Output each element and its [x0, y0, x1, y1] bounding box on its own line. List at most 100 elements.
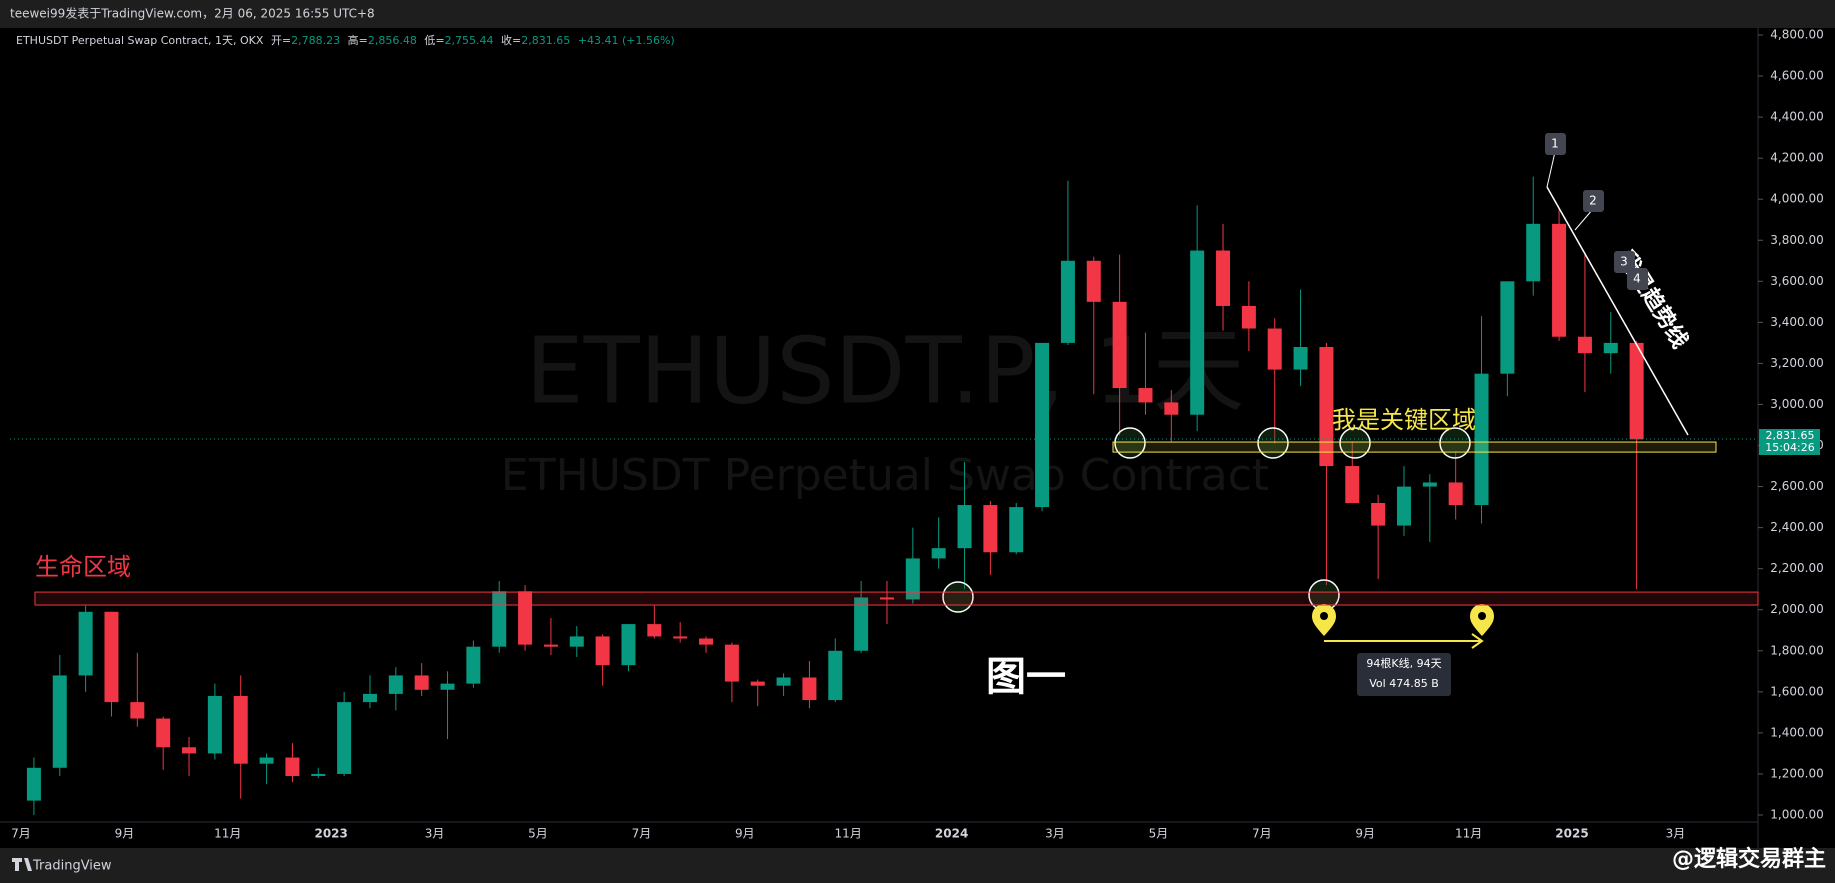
time-tick-label: 2024: [935, 827, 968, 841]
candle-body: [414, 675, 429, 690]
legend-high: 2,856.48: [368, 34, 417, 47]
legend-low-label: 低=: [424, 34, 444, 47]
candle-body: [1112, 301, 1127, 389]
range-pin-dot: [1478, 612, 1486, 620]
footer-bar: [0, 848, 1835, 883]
candle-body: [776, 677, 791, 686]
legend-change: +43.41 (+1.56%): [578, 34, 675, 47]
time-tick-label: 3月: [1666, 827, 1686, 841]
candle-body: [673, 636, 688, 639]
time-tick-label: 9月: [115, 827, 135, 841]
legend-text: ETHUSDT Perpetual Swap Contract, 1天, OKX…: [16, 33, 675, 47]
point-box: [1614, 251, 1635, 273]
time-tick-label: 7月: [632, 827, 652, 841]
range-bars: 94根K线, 94天: [1366, 656, 1441, 670]
point-box: [1545, 133, 1566, 155]
candle-body: [26, 767, 41, 801]
range-tooltip: [1357, 653, 1451, 696]
legend-symbol: ETHUSDT Perpetual Swap Contract, 1天, OKX: [16, 34, 264, 47]
price-tick-label: 1,000.00: [1770, 808, 1823, 822]
candle-body: [130, 702, 145, 719]
touch-circle: [1114, 427, 1146, 459]
candle-body: [595, 636, 610, 666]
drawings: 我是趋势线 1 2 3 4 图一 94根K线, 94天 Vol 474.85 B…: [34, 133, 1759, 700]
time-tick-label: 5月: [528, 827, 548, 841]
price-tick-label: 2,400.00: [1770, 520, 1823, 534]
price-tick-label: 1,400.00: [1770, 725, 1823, 739]
candle-body: [1241, 305, 1256, 329]
candle-body: [1009, 507, 1024, 553]
candle-body: [207, 695, 222, 754]
candle-body: [388, 675, 403, 694]
header-text: teewei99发表于TradingView.com，2月 06, 2025 1…: [10, 6, 375, 21]
price-tick-label: 1,600.00: [1770, 684, 1823, 698]
point-label: 3: [1620, 255, 1628, 269]
candles: [26, 176, 1644, 815]
candle-body: [1603, 342, 1618, 354]
candle-body: [1552, 223, 1567, 337]
footer-brand: TradingView: [32, 859, 112, 874]
range-volume: Vol 474.85 B: [1369, 677, 1439, 690]
time-tick-label: 7月: [11, 827, 31, 841]
legend-high-label: 高=: [348, 33, 368, 47]
candle-body: [647, 624, 662, 637]
figure-label: 图一: [986, 654, 1066, 700]
candle-body: [931, 548, 946, 559]
candle-body: [1216, 250, 1231, 306]
watermark-symbol: ETHUSDT.P, 1天: [525, 317, 1244, 424]
candle-body: [750, 681, 765, 686]
trendline: [1546, 186, 1689, 436]
candle-body: [1164, 402, 1179, 415]
key-zone: [1112, 441, 1717, 453]
candle-body: [52, 675, 67, 768]
candle-body: [724, 644, 739, 682]
time-tick-label: 11月: [835, 827, 862, 841]
time-tick-label: 9月: [735, 827, 755, 841]
time-tick-label: 11月: [214, 827, 241, 841]
touch-circle: [1339, 427, 1371, 459]
point-leader: [1574, 208, 1594, 231]
price-tick-label: 3,800.00: [1770, 233, 1823, 247]
point-box: [1627, 268, 1648, 290]
candle-body: [362, 693, 377, 703]
top-bar: [0, 0, 1835, 28]
legend-open-label: 开=: [271, 34, 291, 47]
range-arrow: [1471, 633, 1484, 649]
candle-body: [543, 644, 558, 647]
price-tick-label: 3,200.00: [1770, 356, 1823, 370]
price-tick-label: 4,200.00: [1770, 151, 1823, 165]
time-tick-label: 3月: [1045, 827, 1065, 841]
candle-body: [337, 702, 352, 774]
point-box: [1583, 190, 1604, 212]
price-tick-label: 4,600.00: [1770, 69, 1823, 83]
candle-body: [1086, 260, 1101, 302]
legend-close-label: 收=: [501, 33, 521, 47]
candle-body: [1267, 328, 1282, 370]
candle-body: [78, 611, 93, 676]
point-label: 1: [1551, 137, 1559, 151]
candle-body: [1422, 482, 1437, 487]
candle-body: [1060, 260, 1075, 343]
candle-body: [828, 650, 843, 701]
candle-body: [1577, 336, 1592, 354]
candle-body: [259, 757, 274, 764]
countdown-label: 15:04:26: [1765, 441, 1814, 454]
legend-close: 2,831.65: [521, 34, 570, 47]
price-tick-label: 1,800.00: [1770, 643, 1823, 657]
candle-body: [621, 624, 636, 666]
candle-body: [1396, 486, 1411, 526]
legend-open: 2,788.23: [291, 34, 340, 47]
point-label: 4: [1633, 272, 1641, 286]
point-label: 2: [1589, 194, 1597, 208]
candle-body: [905, 558, 920, 600]
candle-body: [1319, 347, 1334, 467]
price-tick-label: 3,400.00: [1770, 315, 1823, 329]
tv-logo: [12, 858, 32, 871]
price-tick-label: 4,800.00: [1770, 28, 1823, 42]
candle-body: [569, 636, 584, 647]
price-tick-label: 3,600.00: [1770, 274, 1823, 288]
candle-body: [311, 773, 326, 776]
candle-body: [802, 677, 817, 701]
